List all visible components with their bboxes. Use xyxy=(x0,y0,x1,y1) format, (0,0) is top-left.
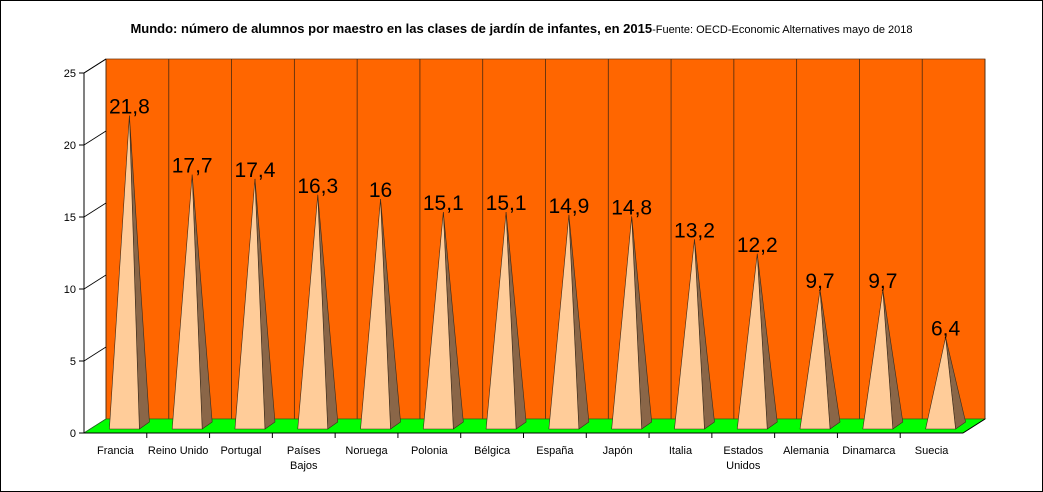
axes xyxy=(79,58,986,438)
bar-polonia xyxy=(422,212,464,430)
bar-japón xyxy=(611,216,652,430)
x-axis-end-edge xyxy=(962,418,986,434)
bar-front-face xyxy=(674,239,705,430)
data-label: 15,1 xyxy=(423,192,464,215)
y-tick-labels: 0 5 10 15 20 25 xyxy=(64,68,76,440)
bar-dinamarca xyxy=(862,289,904,430)
bar-reino-unido xyxy=(171,174,213,430)
bar-portugal xyxy=(234,178,276,430)
bar-front-face xyxy=(109,115,140,430)
bar-front-face xyxy=(925,337,956,430)
side-grid-line xyxy=(83,346,107,362)
data-label: 6,4 xyxy=(931,317,961,340)
bar-front-face xyxy=(485,212,517,430)
data-label: 21,8 xyxy=(109,96,150,119)
data-label: 14,8 xyxy=(611,196,652,219)
category-label: Alemania xyxy=(783,445,830,457)
data-labels: 21,8 17,7 17,4 16,3 16 15,1 15,1 14,9 14,8 13,2 12… xyxy=(109,96,961,341)
bar-estados-unidos xyxy=(736,253,778,430)
y-tick-label: 20 xyxy=(64,140,76,152)
category-label: Francia xyxy=(97,445,135,457)
y-tick-label: 0 xyxy=(70,428,76,440)
data-label: 15,1 xyxy=(486,192,527,215)
bar-front-face xyxy=(422,212,454,430)
category-label: Reino Unido xyxy=(148,445,209,457)
y-axis-top-edge xyxy=(83,58,107,74)
bar-front-face xyxy=(736,253,768,430)
side-grid-line xyxy=(83,130,107,146)
side-grid-line xyxy=(83,274,107,290)
y-tick-label: 25 xyxy=(64,68,76,80)
data-label: 13,2 xyxy=(674,219,715,242)
bar-front-face xyxy=(234,178,266,430)
bar-front-face xyxy=(548,214,580,430)
category-label: Italia xyxy=(669,445,693,457)
bar-front-face xyxy=(799,289,831,430)
data-label: 9,7 xyxy=(805,270,834,293)
side-grid-line xyxy=(83,202,107,218)
y-tick-label: 15 xyxy=(64,212,76,224)
category-label: Bélgica xyxy=(474,445,511,457)
bars xyxy=(109,115,966,430)
bar-front-face xyxy=(611,216,642,430)
bar-francia xyxy=(109,115,150,430)
grid-lines xyxy=(83,58,986,434)
bar-noruega xyxy=(360,199,401,430)
category-label: Portugal xyxy=(220,445,261,457)
data-label: 17,7 xyxy=(172,155,213,178)
data-label: 9,7 xyxy=(868,270,897,293)
data-label: 16,3 xyxy=(297,175,338,198)
data-label: 17,4 xyxy=(235,159,276,182)
category-label: Noruega xyxy=(345,445,388,457)
data-label: 12,2 xyxy=(737,234,778,257)
chart-floor xyxy=(82,418,987,434)
category-label: Polonia xyxy=(411,445,449,457)
data-label: 14,9 xyxy=(548,195,589,218)
chart-title: Mundo: número de alumnos por maestro en … xyxy=(0,20,1043,38)
category-label: Países Bajos xyxy=(287,445,321,472)
bar-front-face xyxy=(360,199,391,430)
y-tick-label: 10 xyxy=(64,284,76,296)
category-label: Suecia xyxy=(915,445,950,457)
category-label: Japón xyxy=(603,445,633,457)
chart-title-main: Mundo: número de alumnos por maestro en … xyxy=(130,21,653,36)
category-label: España xyxy=(536,445,574,457)
bar-front-face xyxy=(297,194,329,430)
bar-países-bajos xyxy=(297,194,339,430)
x-category-labels: Francia Reino Unido Portugal Países Bajos Nor… xyxy=(97,445,949,472)
bar-bélgica xyxy=(485,212,527,430)
bar-españa xyxy=(548,214,590,430)
bar-front-face xyxy=(862,289,894,430)
bar-alemania xyxy=(799,289,841,430)
bar-italia xyxy=(674,239,715,430)
bar-front-face xyxy=(171,174,203,430)
category-label: Dinamarca xyxy=(842,445,896,457)
bar-suecia xyxy=(925,337,966,430)
y-tick-label: 5 xyxy=(70,356,76,368)
chart-source-note: -Fuente: OECD-Economic Alternatives mayo… xyxy=(652,24,913,36)
category-label: Estados Unidos xyxy=(723,445,763,472)
data-label: 16 xyxy=(369,179,392,202)
